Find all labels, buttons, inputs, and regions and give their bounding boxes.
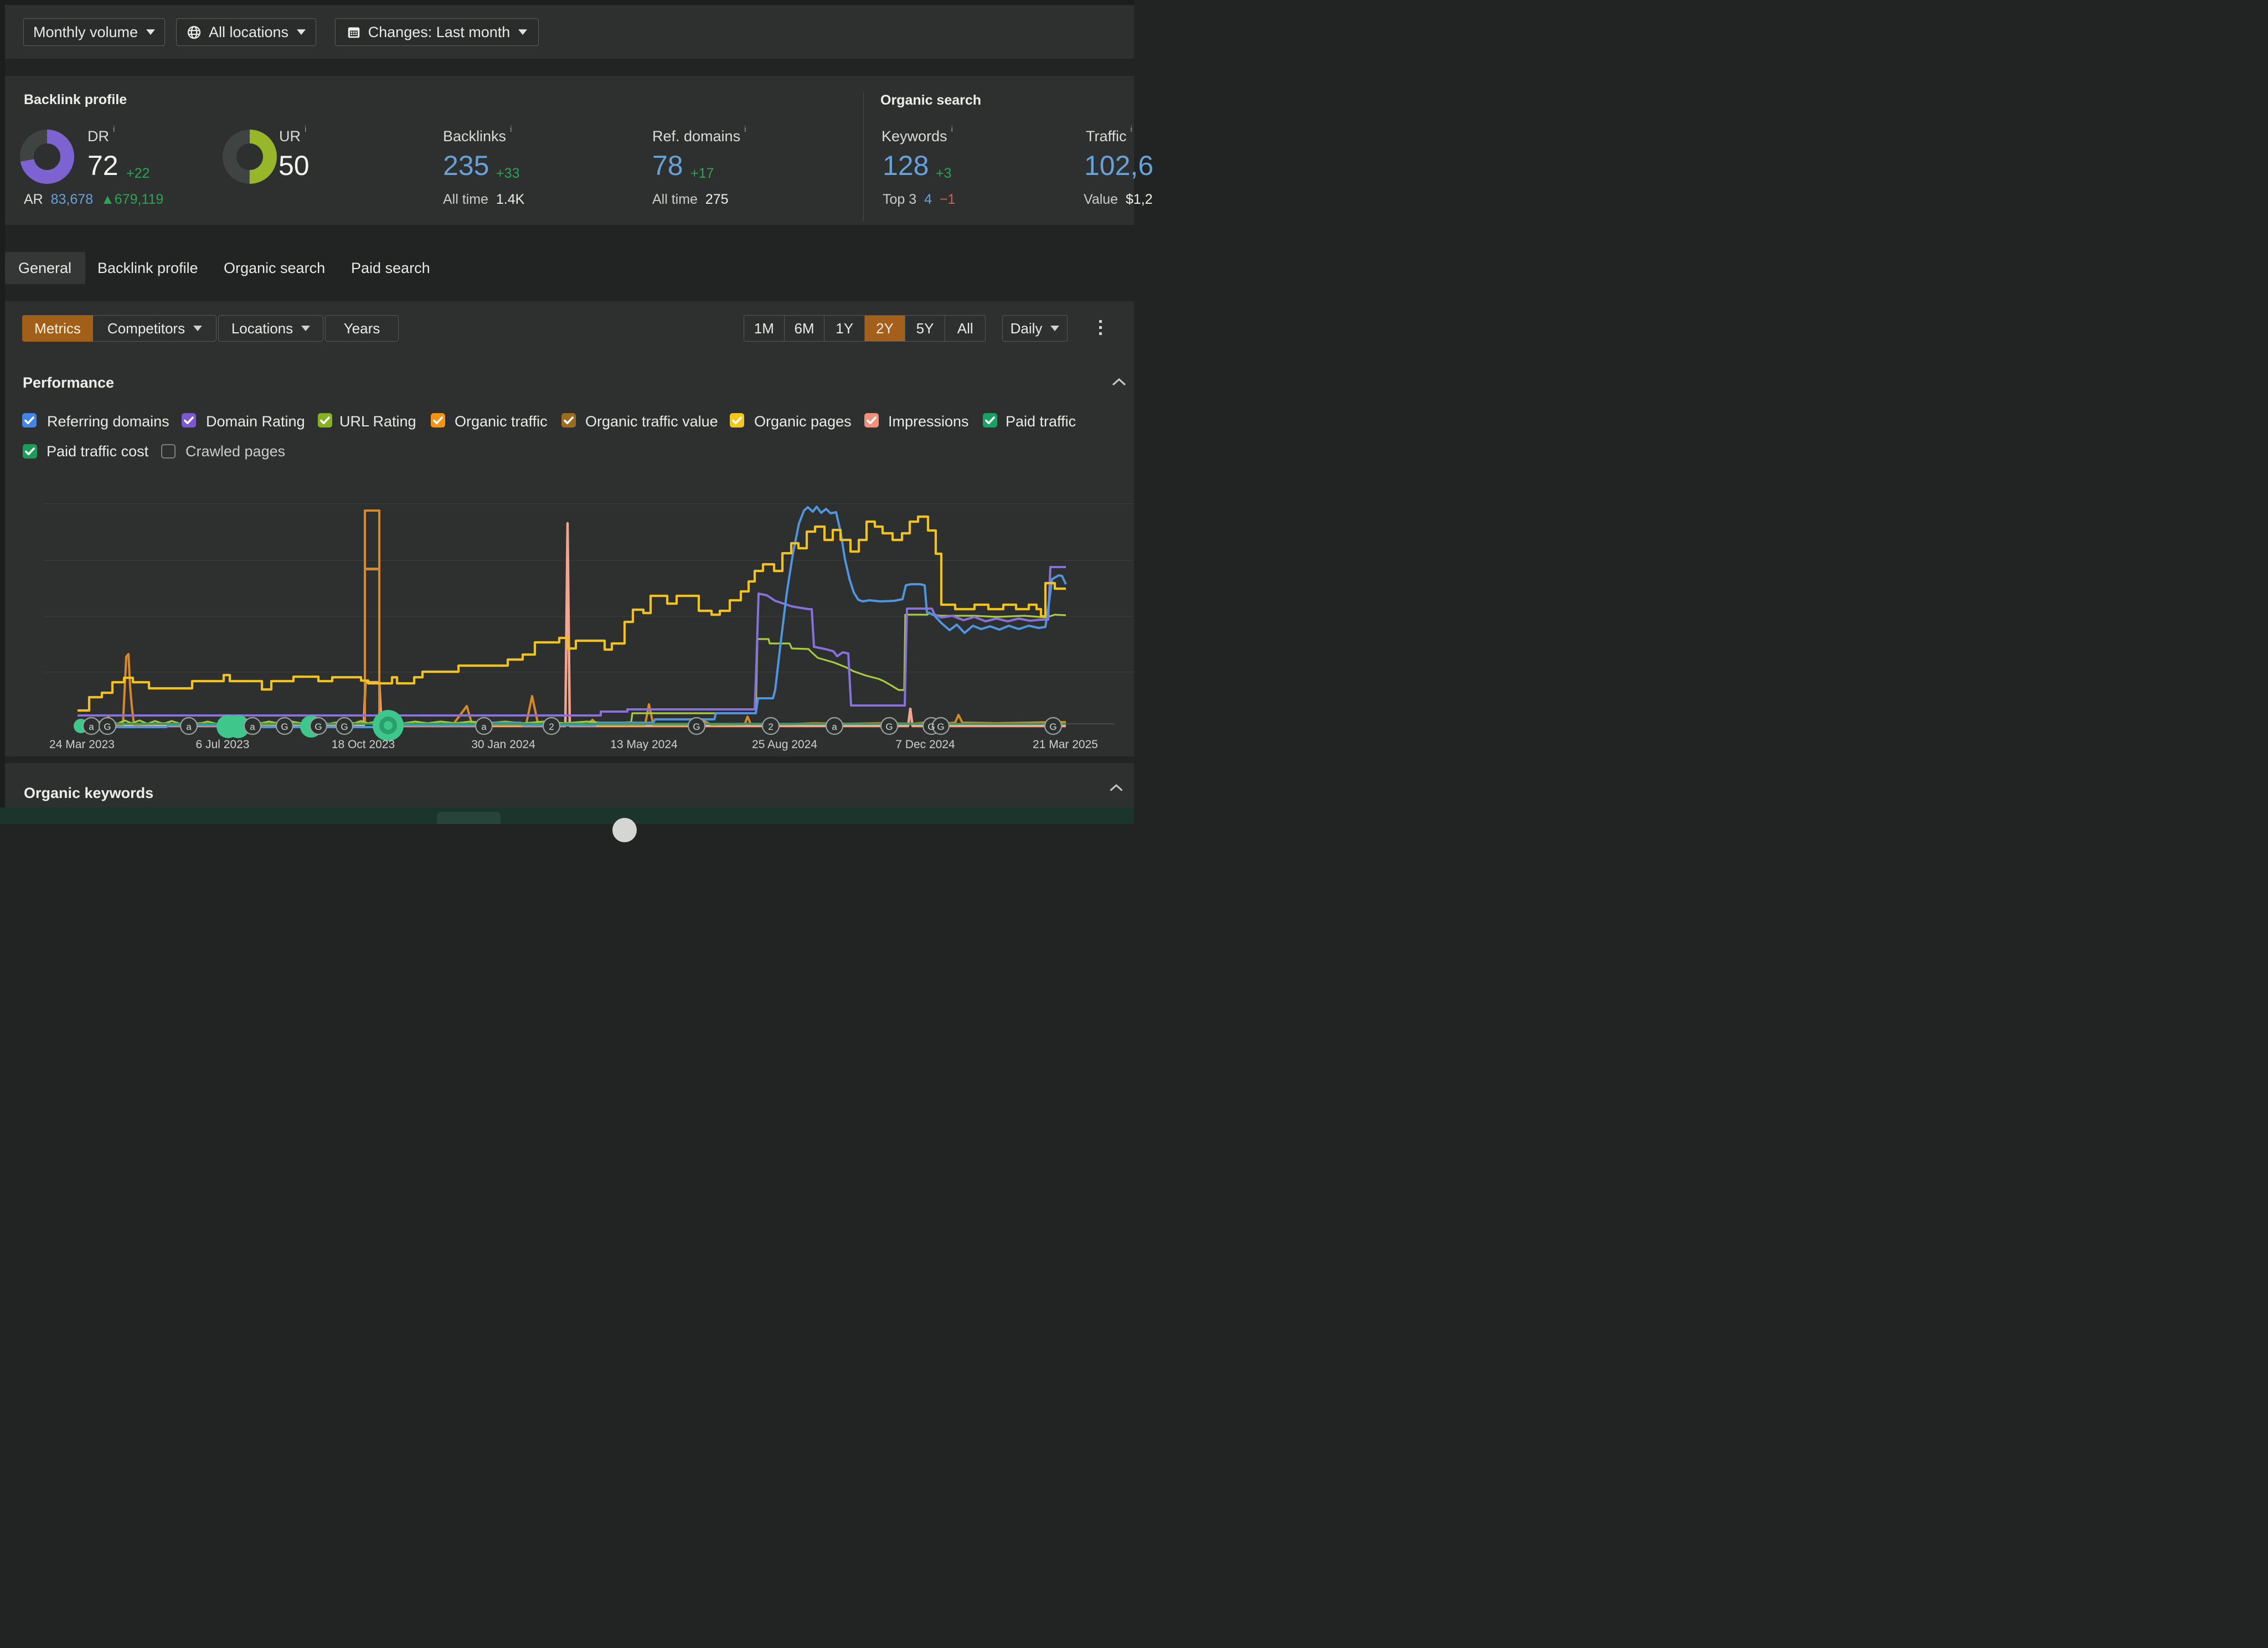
svg-text:a: a <box>89 722 94 732</box>
svg-text:25 Aug 2024: 25 Aug 2024 <box>752 738 817 751</box>
svg-text:G: G <box>104 722 111 732</box>
svg-text:2: 2 <box>768 722 773 732</box>
svg-text:21 Mar 2025: 21 Mar 2025 <box>1033 738 1098 751</box>
svg-text:G: G <box>341 722 348 732</box>
svg-text:a: a <box>481 722 487 732</box>
svg-text:2: 2 <box>549 722 554 732</box>
svg-text:7 Dec 2024: 7 Dec 2024 <box>895 738 955 751</box>
svg-text:18 Oct 2023: 18 Oct 2023 <box>332 738 395 751</box>
svg-text:G: G <box>281 722 288 732</box>
svg-text:G: G <box>1049 722 1056 732</box>
svg-text:G: G <box>927 722 935 732</box>
svg-text:G: G <box>885 722 893 732</box>
svg-text:30 Jan 2024: 30 Jan 2024 <box>471 738 535 751</box>
svg-text:a: a <box>832 722 837 732</box>
svg-text:a: a <box>250 722 255 732</box>
svg-text:G: G <box>693 722 700 732</box>
svg-text:G: G <box>937 722 944 732</box>
svg-text:G: G <box>315 722 322 732</box>
svg-text:24 Mar 2023: 24 Mar 2023 <box>49 738 115 751</box>
svg-text:13 May 2024: 13 May 2024 <box>610 738 678 751</box>
svg-text:6 Jul 2023: 6 Jul 2023 <box>196 738 250 751</box>
svg-text:a: a <box>186 722 192 732</box>
